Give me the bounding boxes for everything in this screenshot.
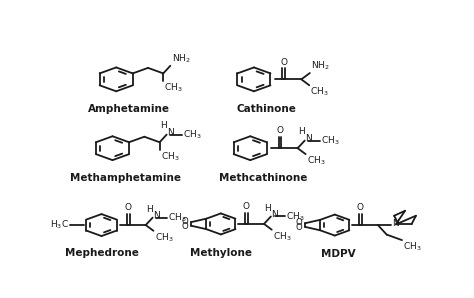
Text: O: O [295,218,302,227]
Text: CH$_3$: CH$_3$ [168,211,187,224]
Text: N: N [272,210,278,219]
Text: Methamphetamine: Methamphetamine [70,173,181,183]
Text: O: O [295,223,302,232]
Text: H: H [160,122,167,131]
Text: N: N [154,211,160,220]
Text: CH$_3$: CH$_3$ [164,82,183,94]
Text: CH$_3$: CH$_3$ [403,241,422,253]
Text: H: H [264,204,271,212]
Text: H: H [146,205,153,214]
Text: CH$_3$: CH$_3$ [183,128,201,141]
Text: Amphetamine: Amphetamine [88,104,170,114]
Text: CH$_3$: CH$_3$ [321,134,339,147]
Text: N: N [305,134,312,143]
Text: O: O [243,202,250,211]
Text: CH$_3$: CH$_3$ [286,210,305,223]
Text: CH$_3$: CH$_3$ [273,230,292,243]
Text: O: O [182,222,188,231]
Text: O: O [182,217,188,226]
Text: CH$_3$: CH$_3$ [310,86,329,98]
Text: H: H [299,128,305,136]
Text: Methcathinone: Methcathinone [219,173,307,183]
Text: MDPV: MDPV [321,249,356,259]
Text: Methylone: Methylone [190,248,252,258]
Text: O: O [357,204,364,212]
Text: O: O [125,204,132,212]
Text: CH$_3$: CH$_3$ [307,155,325,167]
Text: Cathinone: Cathinone [237,104,297,114]
Text: CH$_3$: CH$_3$ [155,232,173,244]
Text: CH$_3$: CH$_3$ [161,150,179,163]
Text: NH$_2$: NH$_2$ [311,60,329,72]
Text: O: O [276,126,283,135]
Text: O: O [280,58,287,66]
Text: Mephedrone: Mephedrone [64,248,138,258]
Text: N: N [392,219,399,229]
Text: H$_3$C: H$_3$C [50,219,69,231]
Text: NH$_2$: NH$_2$ [172,53,191,65]
Text: N: N [167,128,174,137]
